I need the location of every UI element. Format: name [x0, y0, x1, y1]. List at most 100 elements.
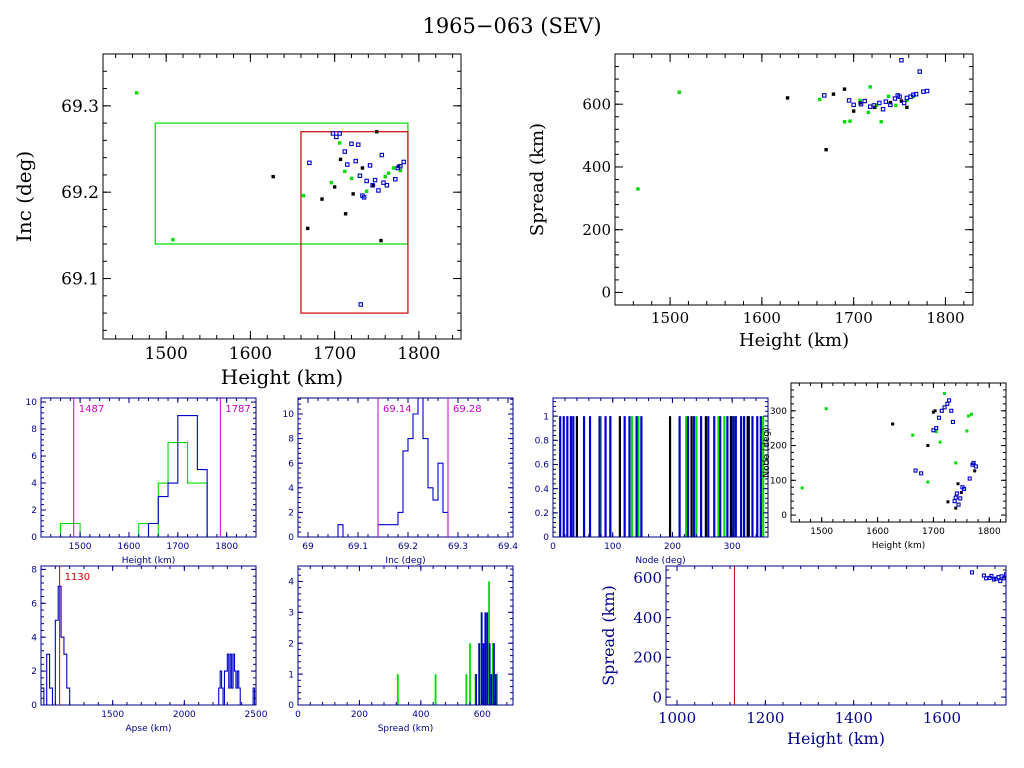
inc_vs_height-point: [398, 164, 403, 169]
spread_vs_height-point: [917, 69, 923, 74]
spread_vs_height_small-xtick-label: 1200: [746, 709, 784, 727]
spread_vs_height-xtick-label: 1700: [835, 309, 873, 327]
inc_hist-frame: [297, 397, 514, 538]
inc_vs_height-point: [376, 188, 381, 193]
inc_vs_height-series-green-0: [134, 91, 403, 242]
spread_vs_height-point: [866, 110, 871, 115]
inc_vs_height-point: [329, 180, 333, 185]
spread_vs_height-ytick-label: 200: [582, 221, 611, 239]
height_hist-ytick-label: 0: [31, 533, 37, 543]
node_vs_height-point: [943, 391, 947, 395]
spread_vs_height-ytick-label: 600: [582, 95, 611, 113]
spread_vs_height-ytick-label: 0: [601, 284, 611, 302]
inc_vs_height-point: [351, 192, 355, 196]
node_vs_height-ytick-label: 0: [781, 511, 787, 521]
spread_vs_height-point: [886, 94, 891, 99]
spread_vs_height-point: [831, 92, 836, 96]
spread_vs_height-point: [901, 100, 907, 106]
spread_hist-ytick-label: 0: [288, 701, 294, 711]
node_vs_height-point: [952, 499, 957, 504]
spread_vs_height_small-point: [1003, 572, 1006, 577]
node_vs_height-point: [891, 422, 895, 426]
node_vs_height-xtick-label: 1800: [978, 527, 1001, 537]
inc_vs_height-point: [386, 171, 391, 175]
inc_vs_height-point: [134, 91, 139, 95]
height_hist-xtick-label: 1500: [69, 542, 92, 552]
height_hist-ytick-label: 6: [31, 452, 37, 462]
spread_vs_height_small-ytick-label: 400: [633, 609, 662, 627]
node_hist-ytick-label: 0.4: [535, 485, 550, 495]
inc_hist-xlabel: Inc (deg): [385, 556, 425, 566]
spread_vs_height-point: [785, 96, 790, 100]
height_hist-vline-label: 1487: [79, 404, 104, 415]
inc_hist-ytick-label: 2: [288, 509, 294, 519]
height_hist-series-blue-1: [147, 414, 217, 537]
spread_vs_height-point: [913, 91, 919, 97]
inc_vs_height-box-green: [154, 122, 409, 245]
height_hist-xtick-label: 1800: [215, 542, 238, 552]
node_vs_height-point: [942, 405, 947, 410]
node_vs_height-frame: [790, 382, 1007, 523]
inc_vs_height-ylabel: Inc (deg): [12, 151, 36, 242]
node_hist-ytick-label: 1: [543, 412, 549, 422]
apse_hist-hist-step: [218, 653, 245, 705]
spread_hist-xtick-label: 400: [412, 710, 429, 720]
spread_vs_height_small-ytick-label: 200: [633, 649, 662, 667]
node_vs_height-point: [954, 461, 958, 465]
spread_vs_height_small-point: [981, 573, 986, 578]
inc_vs_height-point: [305, 226, 310, 231]
inc_vs_height-point: [391, 166, 396, 170]
apse_hist-xlabel: Apse (km): [126, 724, 172, 734]
chart-node_vs_height: 1500 1600 1700 1800 0 100 200 300 Height (km) Nod…: [762, 382, 1007, 551]
spread_vs_height-point: [822, 93, 827, 98]
node_vs_height-point: [911, 433, 915, 437]
spread_vs_height_small-ytick-label: 600: [633, 569, 662, 587]
inc_vs_height-xtick-label: 1800: [397, 344, 440, 364]
node_vs_height-ytick-label: 200: [770, 442, 787, 452]
node_vs_height-point: [956, 482, 960, 486]
inc_vs_height-xtick-label: 1500: [145, 344, 188, 364]
inc_hist-xtick-label: 69: [302, 542, 314, 552]
inc_vs_height-box-red: [300, 131, 409, 314]
node_hist-xtick-label: 200: [664, 542, 681, 552]
node_vs_height-point: [945, 401, 950, 406]
inc_vs_height-series-blue-2: [307, 131, 406, 307]
inc_vs_height-point: [337, 131, 342, 136]
spread_vs_height-xtick-label: 1500: [651, 309, 689, 327]
spread_hist-series-blue-1: [475, 612, 497, 705]
node_vs_height-point: [946, 398, 952, 403]
inc_vs_height-point: [360, 166, 365, 170]
inc_hist-ytick-label: 8: [288, 435, 294, 445]
inc_vs_height-plot-area: [134, 91, 409, 314]
spread_vs_height-point: [858, 98, 862, 103]
spread_vs_height-series-blue-2: [822, 58, 930, 112]
spread_hist-ytick-label: 1: [288, 670, 294, 680]
chart-spread_hist: 0 200 400 600 0 1 2 3 4 Spread (km): [288, 565, 514, 734]
node_vs_height-ytick-label: 300: [770, 407, 787, 417]
spread_hist-xlabel: Spread (km): [378, 724, 434, 734]
node_vs_height-point: [824, 407, 828, 411]
apse_hist-xtick-label: 1500: [101, 710, 124, 720]
node_hist-series-green-0: [599, 416, 765, 537]
node_hist-ytick-label: 0.6: [535, 461, 550, 471]
height_hist-xlabel: Height (km): [122, 556, 176, 566]
node_vs_height-point: [958, 496, 963, 501]
height_hist-ytick-label: 8: [31, 425, 37, 435]
node_hist-xlabel: Node (deg): [635, 556, 685, 566]
spread_vs_height-point: [924, 88, 930, 94]
spread_vs_height-point: [877, 100, 882, 106]
height_hist-ytick-label: 10: [26, 398, 38, 408]
node_vs_height-point: [926, 480, 930, 484]
inc_vs_height-point: [375, 130, 379, 134]
spread_vs_height-point: [879, 120, 883, 124]
spread_vs_height-point: [677, 90, 681, 94]
spread_vs_height_small-xlabel: Height (km): [787, 729, 885, 748]
chart-node_hist: 0 100 200 300 0 0.2 0.4 0.6 0.8 1 Node (deg): [535, 397, 769, 566]
spread_vs_height-xtick-label: 1800: [926, 309, 964, 327]
height_hist-ytick-label: 2: [31, 506, 37, 516]
inc_vs_height-point: [371, 183, 376, 187]
apse_hist-series-blue-0: [41, 585, 76, 705]
node_vs_height-point: [933, 409, 937, 413]
node_vs_height-point: [938, 440, 942, 444]
